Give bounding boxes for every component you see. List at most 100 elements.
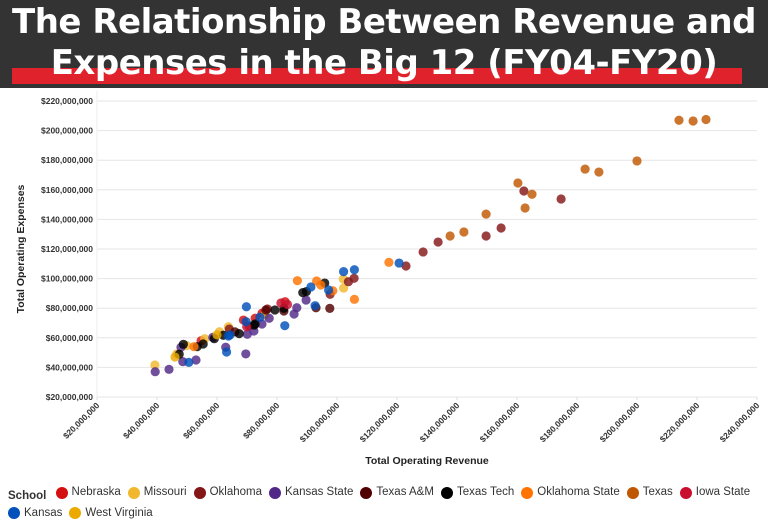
data-point-kansas-state[interactable]	[150, 367, 160, 377]
data-point-texas[interactable]	[632, 156, 642, 166]
legend-item[interactable]: Texas Tech	[440, 484, 514, 501]
data-point-kansas[interactable]	[223, 331, 233, 341]
data-point-texas[interactable]	[527, 189, 537, 199]
legend-label: Nebraska	[71, 486, 121, 498]
data-point-texas[interactable]	[459, 227, 469, 237]
legend-swatch	[55, 486, 68, 499]
data-point-kansas[interactable]	[349, 265, 359, 275]
data-point-texas[interactable]	[513, 178, 523, 188]
x-tick-label: $120,000,000	[358, 400, 402, 444]
legend-swatch	[127, 486, 140, 499]
data-point-oklahoma[interactable]	[496, 223, 506, 233]
x-tick-label: $220,000,000	[658, 400, 702, 444]
data-point-texas[interactable]	[520, 203, 530, 213]
x-tick-label: $100,000,000	[298, 400, 342, 444]
y-tick-label: $20,000,000	[46, 392, 94, 402]
x-tick-label: $160,000,000	[478, 400, 522, 444]
data-point-oklahoma[interactable]	[401, 261, 411, 271]
legend-swatch	[8, 507, 20, 519]
data-point-texas[interactable]	[594, 167, 604, 177]
data-point-kansas[interactable]	[222, 347, 232, 357]
data-point-texas[interactable]	[445, 231, 455, 241]
data-point-kansas-state[interactable]	[301, 295, 311, 305]
data-point-oklahoma[interactable]	[481, 231, 491, 241]
legend-label: Kansas	[24, 506, 63, 519]
title-line-2: Expenses in the Big 12 (FY04-FY20)	[50, 43, 718, 83]
data-point-oklahoma-state[interactable]	[384, 257, 394, 267]
legend-item[interactable]: Oklahoma State	[521, 484, 620, 501]
data-point-oklahoma[interactable]	[343, 277, 353, 287]
data-point-kansas-state[interactable]	[242, 329, 252, 339]
data-point-west-virginia[interactable]	[212, 330, 222, 340]
data-point-texas-tech[interactable]	[270, 305, 280, 315]
data-point-kansas-state[interactable]	[289, 309, 299, 319]
data-point-kansas-state[interactable]	[164, 364, 174, 374]
legend-label: Iowa State	[695, 486, 751, 498]
data-point-oklahoma[interactable]	[519, 186, 529, 196]
data-point-texas[interactable]	[481, 209, 491, 219]
data-point-texas-a-m[interactable]	[325, 303, 335, 313]
data-point-texas-tech[interactable]	[198, 339, 208, 349]
legend-item[interactable]: Nebraska	[55, 484, 121, 501]
legend-item[interactable]: Oklahoma	[193, 484, 262, 501]
data-point-kansas[interactable]	[280, 321, 290, 331]
data-point-kansas-state[interactable]	[264, 313, 274, 323]
y-tick-label: $220,000,000	[41, 96, 93, 106]
legend-swatch	[269, 486, 281, 499]
data-point-oklahoma-state[interactable]	[189, 342, 199, 352]
data-point-texas[interactable]	[701, 114, 711, 125]
data-point-kansas[interactable]	[306, 282, 316, 292]
legend: School Nebraska Missouri Oklahoma Kansas St…	[8, 484, 758, 525]
x-tick-label: $20,000,000	[61, 400, 102, 441]
legend-item[interactable]: Iowa State	[679, 484, 751, 501]
data-point-texas-tech[interactable]	[178, 339, 188, 349]
data-point-texas[interactable]	[688, 116, 698, 126]
data-point-kansas[interactable]	[310, 301, 320, 311]
data-point-missouri[interactable]	[150, 360, 160, 370]
data-point-kansas[interactable]	[255, 312, 265, 322]
legend-item[interactable]: Kansas State	[269, 484, 353, 501]
y-tick-label: $180,000,000	[41, 155, 93, 165]
chart-title: The Relationship Between Revenue and Exp…	[0, 2, 768, 84]
legend-item[interactable]: West Virginia	[69, 505, 153, 522]
data-point-texas[interactable]	[580, 164, 590, 174]
y-tick-label: $200,000,000	[41, 126, 93, 136]
legend-item[interactable]: Kansas	[8, 505, 62, 522]
data-point-kansas-state[interactable]	[191, 355, 201, 365]
data-point-iowa-state[interactable]	[282, 299, 293, 310]
data-point-texas[interactable]	[674, 115, 684, 125]
legend-swatch	[626, 486, 639, 499]
y-tick-label: $80,000,000	[46, 303, 94, 313]
data-point-texas-a-m[interactable]	[261, 305, 271, 315]
data-point-kansas[interactable]	[324, 285, 334, 295]
legend-label: Missouri	[143, 486, 187, 498]
legend-label: Oklahoma State	[537, 486, 620, 498]
data-point-missouri[interactable]	[339, 283, 349, 293]
data-point-oklahoma[interactable]	[556, 194, 566, 204]
data-point-west-virginia[interactable]	[170, 352, 180, 362]
legend-swatch	[360, 486, 373, 499]
title-banner: The Relationship Between Revenue and Exp…	[0, 0, 768, 88]
title-line-1: The Relationship Between Revenue and	[12, 2, 756, 42]
data-point-kansas[interactable]	[394, 258, 404, 268]
data-point-texas-tech[interactable]	[298, 288, 308, 298]
legend-item[interactable]: Texas A&M	[360, 484, 434, 501]
data-point-texas-tech[interactable]	[234, 329, 244, 339]
data-point-oklahoma-state[interactable]	[316, 280, 326, 290]
legend-label: Oklahoma	[209, 486, 262, 498]
legend-item[interactable]: Texas	[626, 484, 673, 501]
data-point-kansas[interactable]	[339, 267, 349, 277]
data-point-oklahoma-state[interactable]	[292, 276, 302, 286]
data-point-kansas-state[interactable]	[241, 349, 251, 359]
data-point-kansas[interactable]	[241, 302, 251, 312]
data-point-oklahoma[interactable]	[433, 237, 443, 247]
data-point-kansas[interactable]	[184, 357, 194, 367]
y-tick-label: $160,000,000	[41, 185, 93, 195]
data-point-oklahoma-state[interactable]	[349, 294, 359, 304]
legend-item[interactable]: Missouri	[127, 484, 187, 501]
data-point-kansas[interactable]	[241, 317, 251, 327]
legend-swatch	[440, 486, 453, 499]
data-point-texas-tech[interactable]	[250, 319, 260, 329]
data-point-oklahoma[interactable]	[418, 247, 428, 257]
